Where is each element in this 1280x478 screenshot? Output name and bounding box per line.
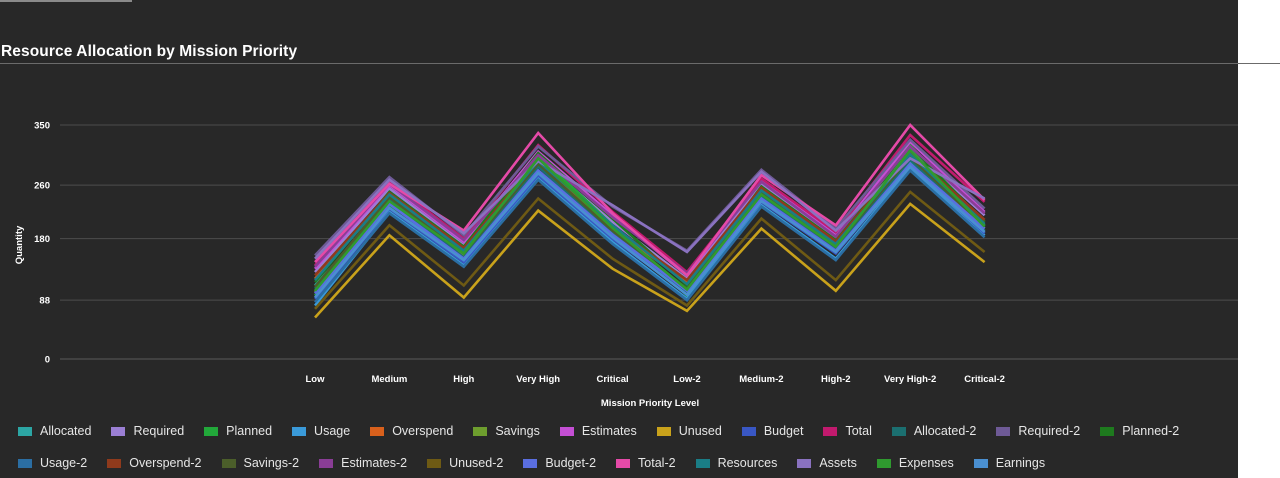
legend-label: Overspend-2 [129,456,201,470]
legend-label: Overspend [392,424,453,438]
legend-swatch [742,427,756,436]
legend-swatch [18,427,32,436]
legend-item-planned[interactable]: Planned [204,420,272,442]
legend-label: Usage-2 [40,456,87,470]
legend-swatch [107,459,121,468]
legend-item-overspend-2[interactable]: Overspend-2 [107,452,201,474]
x-tick-label: High [453,374,474,385]
legend-label: Budget [764,424,804,438]
x-tick-label: Very High-2 [884,374,936,385]
y-tick-label: 180 [34,234,50,245]
legend-item-total[interactable]: Total [823,420,871,442]
legend-swatch [204,427,218,436]
legend-item-total-2[interactable]: Total-2 [616,452,676,474]
x-tick-label: Critical-2 [964,374,1005,385]
legend-item-allocated[interactable]: Allocated [18,420,91,442]
chart-legend: Allocated Required Planned Usage Overspend Sa… [18,420,1218,474]
legend-label: Allocated [40,424,91,438]
legend-label: Unused [679,424,722,438]
legend-label: Total [845,424,871,438]
legend-swatch [877,459,891,468]
legend-item-usage[interactable]: Usage [292,420,350,442]
y-tick-label: 350 [34,121,50,132]
x-axis-ticks: Low Medium High Very High Critical Low-2 Mediu… [306,374,1005,385]
y-tick-label: 260 [34,181,50,192]
x-tick-label: Low-2 [673,374,700,385]
x-tick-label: Critical [596,374,628,385]
legend-item-estimates[interactable]: Estimates [560,420,637,442]
legend-label: Planned-2 [1122,424,1179,438]
legend-label: Usage [314,424,350,438]
legend-swatch [319,459,333,468]
legend-swatch [222,459,236,468]
legend-item-unused-2[interactable]: Unused-2 [427,452,503,474]
legend-item-savings[interactable]: Savings [473,420,539,442]
legend-label: Required-2 [1018,424,1080,438]
legend-item-required-2[interactable]: Required-2 [996,420,1080,442]
legend-label: Allocated-2 [914,424,977,438]
x-tick-label: Very High [516,374,560,385]
legend-item-earnings[interactable]: Earnings [974,452,1045,474]
legend-swatch [996,427,1010,436]
legend-label: Estimates-2 [341,456,407,470]
legend-label: Estimates [582,424,637,438]
legend-swatch [427,459,441,468]
legend-item-unused[interactable]: Unused [657,420,722,442]
legend-label: Budget-2 [545,456,596,470]
legend-label: Total-2 [638,456,676,470]
legend-item-estimates-2[interactable]: Estimates-2 [319,452,407,474]
legend-swatch [616,459,630,468]
line-chart: 0 88 180 260 350 Low Medium High Very High Criti… [0,0,1240,420]
legend-item-usage-2[interactable]: Usage-2 [18,452,87,474]
y-tick-label: 88 [39,296,50,307]
legend-item-budget-2[interactable]: Budget-2 [523,452,596,474]
legend-swatch [523,459,537,468]
legend-label: Assets [819,456,857,470]
legend-label: Expenses [899,456,954,470]
legend-swatch [111,427,125,436]
legend-label: Savings [495,424,539,438]
legend-swatch [473,427,487,436]
y-tick-label: 0 [45,355,50,366]
legend-label: Planned [226,424,272,438]
legend-swatch [292,427,306,436]
legend-label: Required [133,424,184,438]
legend-swatch [370,427,384,436]
legend-swatch [1100,427,1114,436]
legend-item-savings-2[interactable]: Savings-2 [222,452,300,474]
y-axis-ticks: 0 88 180 260 350 [34,121,50,366]
legend-label: Unused-2 [449,456,503,470]
legend-swatch [18,459,32,468]
legend-label: Earnings [996,456,1045,470]
x-tick-label: High-2 [821,374,851,385]
x-axis-label: Mission Priority Level [601,398,699,409]
x-tick-label: Medium-2 [739,374,783,385]
legend-item-planned-2[interactable]: Planned-2 [1100,420,1179,442]
legend-swatch [892,427,906,436]
legend-item-assets[interactable]: Assets [797,452,857,474]
legend-swatch [823,427,837,436]
legend-swatch [797,459,811,468]
legend-item-allocated-2[interactable]: Allocated-2 [892,420,977,442]
legend-item-overspend[interactable]: Overspend [370,420,453,442]
x-tick-label: Medium [371,374,407,385]
legend-swatch [560,427,574,436]
legend-label: Savings-2 [244,456,300,470]
legend-item-resources[interactable]: Resources [696,452,778,474]
y-axis-label: Quantity [14,225,25,264]
series-lines [315,125,985,318]
legend-item-budget[interactable]: Budget [742,420,804,442]
legend-swatch [696,459,710,468]
legend-item-expenses[interactable]: Expenses [877,452,954,474]
legend-label: Resources [718,456,778,470]
legend-item-required[interactable]: Required [111,420,184,442]
legend-swatch [974,459,988,468]
x-tick-label: Low [306,374,326,385]
legend-swatch [657,427,671,436]
